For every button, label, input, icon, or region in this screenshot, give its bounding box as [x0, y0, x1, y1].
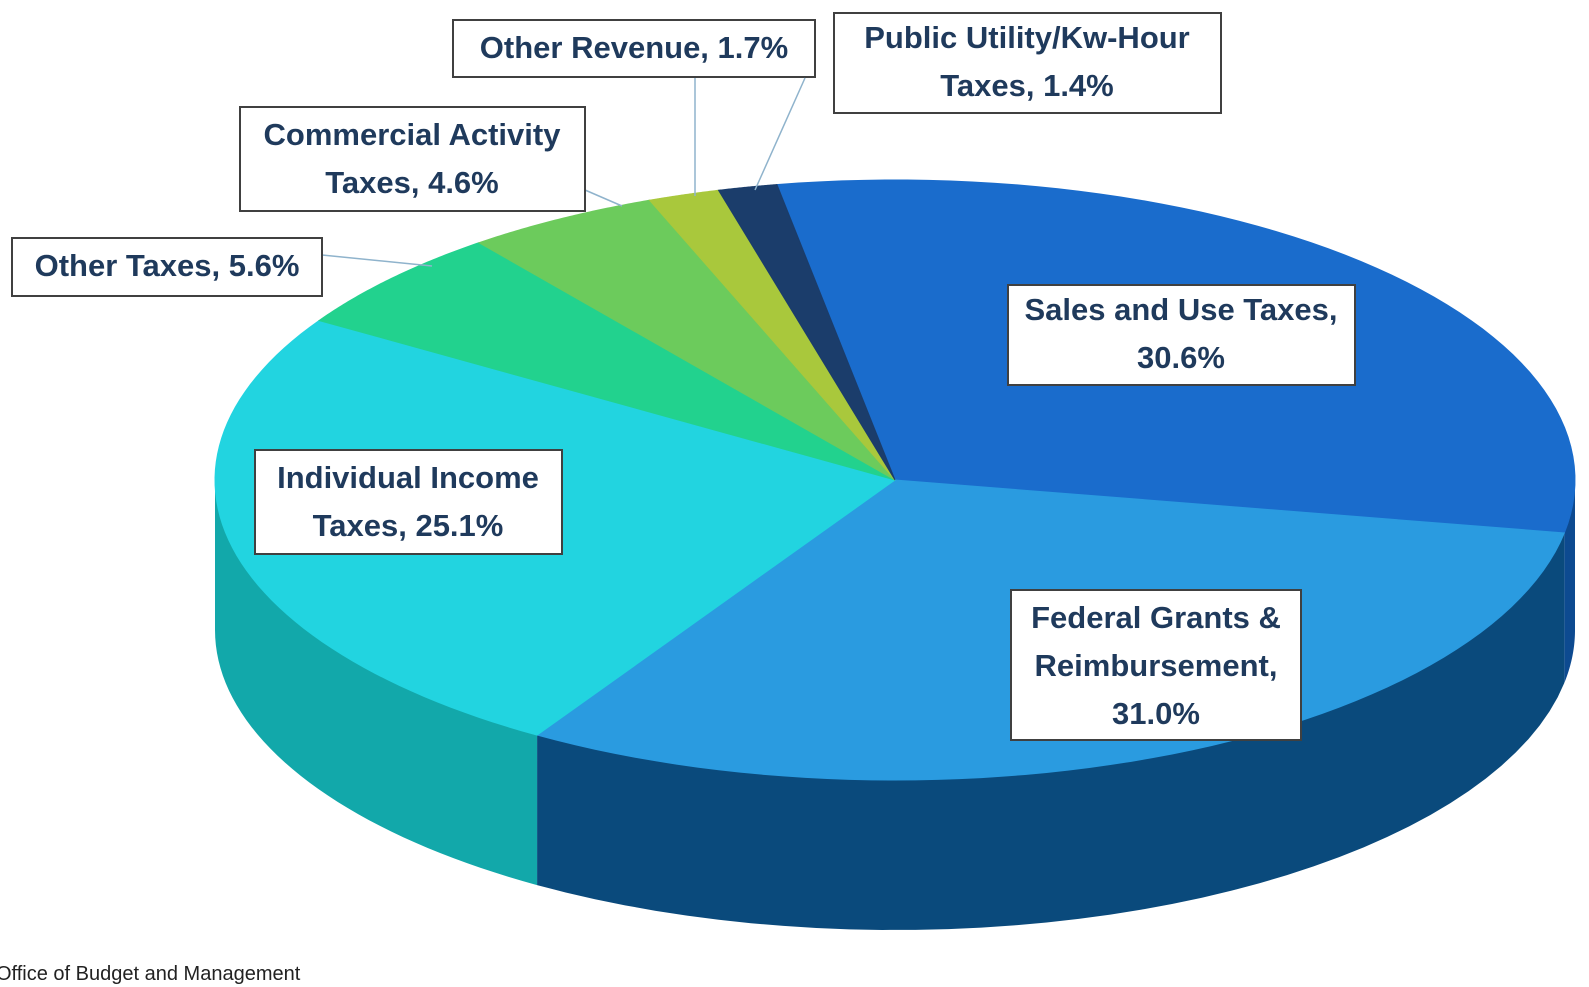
pie-side: [1564, 480, 1575, 683]
pie-sides: [215, 480, 1575, 930]
pie-slice: [317, 242, 896, 481]
label-box: [452, 19, 816, 78]
label-box: [239, 106, 586, 212]
data-label: Reimbursement,: [1035, 648, 1278, 683]
data-label: Taxes, 25.1%: [313, 508, 504, 543]
label-box: [1010, 589, 1302, 741]
data-label: Other Taxes, 5.6%: [35, 248, 300, 283]
label-box: [11, 237, 323, 297]
pie-side: [215, 480, 538, 886]
leader-line: [321, 254, 433, 267]
labels: Sales and Use Taxes, 30.6% Federal Grants …: [11, 12, 1356, 741]
data-label: Public Utility/Kw-Hour: [864, 20, 1190, 55]
pie-slice: [648, 189, 896, 481]
leader-line: [584, 189, 623, 207]
data-label: Taxes, 1.4%: [940, 68, 1113, 103]
data-label: Other Revenue, 1.7%: [480, 30, 788, 65]
data-label: Federal Grants &: [1031, 600, 1281, 635]
data-label: 31.0%: [1112, 696, 1200, 731]
pie-slice: [717, 184, 896, 481]
data-label: Commercial Activity: [264, 117, 562, 152]
leader-line: [754, 77, 806, 191]
label-box: [254, 449, 563, 555]
data-label: Sales and Use Taxes,: [1024, 292, 1337, 327]
pie-side: [537, 532, 1565, 930]
source-note: Office of Budget and Management: [0, 963, 301, 985]
data-label: 30.6%: [1137, 340, 1225, 375]
label-box: [1007, 284, 1356, 386]
label-box: [833, 12, 1222, 114]
data-label: Taxes, 4.6%: [325, 165, 498, 200]
data-label: Individual Income: [277, 460, 539, 495]
